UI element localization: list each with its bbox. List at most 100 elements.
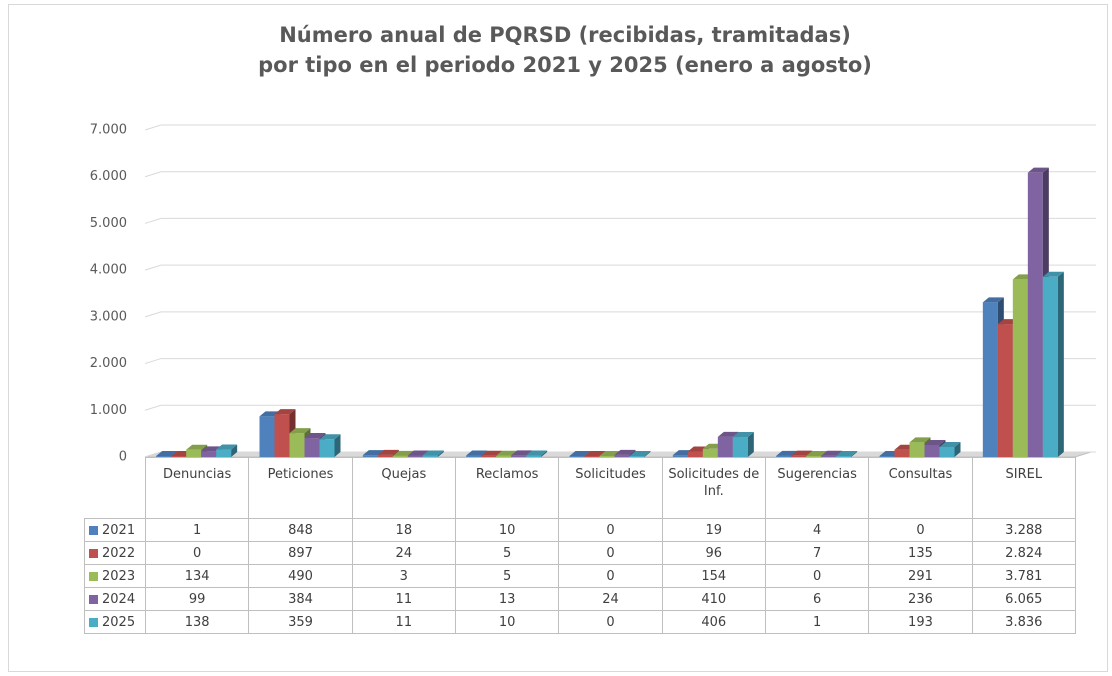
data-label: 0	[558, 610, 663, 634]
bar-front	[201, 451, 217, 457]
grid-line	[144, 171, 1096, 178]
bar-top	[407, 450, 429, 456]
bar-top	[362, 450, 384, 456]
bar-top	[909, 437, 931, 443]
data-label: 24	[558, 587, 663, 611]
bar-top	[216, 444, 238, 450]
bar	[629, 451, 651, 457]
bar-front	[909, 442, 925, 457]
bar-top	[569, 451, 591, 456]
data-label: 4	[764, 518, 870, 542]
data-label: 384	[248, 587, 353, 611]
bar-top	[156, 450, 178, 456]
legend-swatch	[89, 525, 98, 535]
bar-front	[496, 455, 512, 457]
data-row: 2025 138 359 11 10 0 406 1 193 3.836	[84, 610, 1076, 634]
grid-line	[144, 404, 1096, 411]
bar-front	[216, 449, 232, 457]
bar	[216, 444, 238, 457]
bar-front	[1027, 172, 1043, 457]
bar	[836, 450, 858, 457]
data-label: 6.065	[971, 587, 1076, 611]
bar-top	[377, 449, 399, 455]
bar-top	[924, 439, 946, 445]
header-row: Denuncias Peticiones Quejas Reclamos Solicit…	[84, 457, 1076, 519]
bar-front	[156, 455, 172, 457]
data-label: 3	[351, 564, 456, 588]
data-label: 359	[248, 610, 353, 634]
data-table: Denuncias Peticiones Quejas Reclamos Solicit…	[84, 457, 1076, 634]
bar-front	[1012, 279, 1028, 457]
bar-top	[717, 431, 739, 437]
x-tick-label: Reclamos	[454, 457, 560, 519]
bar-front	[717, 436, 733, 457]
bar-top	[836, 450, 858, 456]
data-label: 3.836	[971, 610, 1076, 634]
data-label: 410	[661, 587, 766, 611]
data-label: 18	[351, 518, 456, 542]
bar-top	[584, 451, 606, 456]
y-tick-label: 4.000	[90, 263, 127, 278]
bar	[319, 434, 341, 457]
y-tick-label: 3.000	[90, 309, 127, 324]
bar-front	[924, 444, 940, 457]
data-row: 2021 1 848 18 10 0 19 4 0 3.288	[84, 518, 1076, 542]
data-label: 10	[454, 518, 560, 542]
x-tick-label: Consultas	[868, 457, 973, 519]
bar-top	[776, 450, 798, 456]
bar-top	[1042, 271, 1064, 277]
data-row: 2024 99 384 11 13 24 410 6 236 6.065	[84, 587, 1076, 611]
legend-label: 2024	[102, 591, 136, 607]
bar-front	[362, 455, 378, 457]
bar-top	[496, 450, 518, 456]
bar-front	[939, 446, 955, 457]
y-tick-label: 2.000	[90, 356, 127, 371]
data-label: 135	[868, 541, 973, 565]
data-label: 3.781	[971, 564, 1076, 588]
bar-front	[879, 456, 895, 457]
bar-front	[584, 456, 600, 457]
bar-top	[511, 450, 533, 456]
bar	[732, 432, 754, 457]
bar-front	[629, 456, 645, 457]
legend-cell: 2024	[84, 587, 146, 611]
legend-cell: 2022	[84, 541, 146, 565]
legend-label: 2022	[102, 545, 136, 561]
data-label: 11	[351, 587, 456, 611]
x-tick-label: Peticiones	[248, 457, 353, 519]
data-label: 897	[248, 541, 353, 565]
chart-title: Número anual de PQRSD (recibidas, tramit…	[279, 23, 851, 47]
bar-front	[732, 437, 748, 457]
bar-front	[569, 456, 585, 457]
y-tick-label: 1.000	[90, 403, 127, 418]
data-label: 3.288	[971, 518, 1076, 542]
bar-top	[304, 433, 326, 439]
grid-line	[144, 311, 1096, 318]
bar-side	[747, 432, 754, 457]
bar-front	[377, 454, 393, 457]
data-label: 1	[764, 610, 870, 634]
bar-top	[629, 451, 651, 456]
bar-side	[644, 451, 651, 457]
bar-front	[614, 454, 630, 457]
bar-front	[997, 324, 1013, 457]
data-label: 1	[144, 518, 250, 542]
bar-top	[186, 444, 208, 450]
x-tick-label: Quejas	[351, 457, 456, 519]
bar	[526, 450, 548, 457]
legend-cell: 2023	[84, 564, 146, 588]
grid-line	[144, 264, 1096, 271]
bar-top	[982, 297, 1004, 303]
legend-label: 2021	[102, 522, 136, 538]
legend-cell: 2025	[84, 610, 146, 634]
data-label: 10	[454, 610, 560, 634]
bar-top	[732, 432, 754, 438]
bar-side	[231, 444, 238, 457]
bar-top	[481, 450, 503, 456]
legend-swatch	[89, 548, 98, 558]
data-label: 0	[558, 541, 663, 565]
bar-front	[259, 416, 275, 457]
data-label: 236	[868, 587, 973, 611]
grid-line	[144, 358, 1096, 365]
bar-top	[319, 434, 341, 440]
